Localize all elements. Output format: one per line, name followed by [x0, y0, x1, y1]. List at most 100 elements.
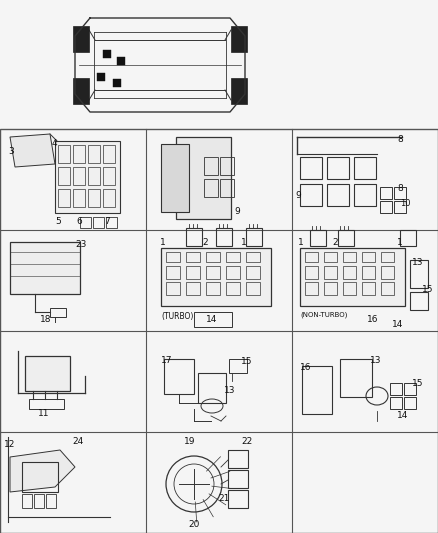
- Bar: [305, 266, 318, 279]
- Bar: [73, 78, 89, 104]
- Bar: [354, 184, 376, 206]
- Bar: [380, 201, 392, 213]
- Bar: [46, 494, 56, 508]
- Bar: [97, 73, 105, 81]
- Text: 8: 8: [397, 135, 403, 144]
- Text: 22: 22: [241, 437, 252, 446]
- Text: 12: 12: [4, 440, 15, 449]
- Bar: [226, 282, 240, 295]
- Bar: [226, 252, 240, 262]
- Bar: [88, 189, 100, 207]
- Bar: [324, 252, 337, 262]
- Bar: [58, 167, 70, 185]
- Text: 16: 16: [367, 315, 378, 324]
- Bar: [381, 266, 394, 279]
- Bar: [300, 248, 405, 306]
- Bar: [231, 78, 247, 104]
- Text: 21: 21: [218, 494, 230, 503]
- Text: 1: 1: [298, 238, 304, 247]
- Bar: [186, 228, 202, 246]
- Bar: [73, 145, 85, 163]
- Bar: [88, 145, 100, 163]
- Text: 9: 9: [295, 191, 301, 200]
- Bar: [305, 282, 318, 295]
- Bar: [354, 157, 376, 179]
- Bar: [390, 383, 402, 395]
- Text: 13: 13: [370, 356, 381, 365]
- Bar: [93, 217, 104, 228]
- Text: 8: 8: [397, 184, 403, 193]
- Bar: [338, 230, 354, 246]
- Bar: [117, 57, 125, 65]
- Bar: [164, 359, 194, 394]
- Bar: [246, 228, 262, 246]
- Bar: [166, 266, 180, 279]
- Bar: [410, 292, 428, 310]
- Bar: [113, 79, 121, 87]
- Text: (TURBO): (TURBO): [161, 312, 193, 321]
- Text: 2: 2: [332, 238, 338, 247]
- Text: 23: 23: [75, 240, 86, 249]
- Bar: [58, 189, 70, 207]
- Bar: [400, 230, 416, 246]
- Bar: [73, 26, 89, 52]
- Bar: [22, 494, 32, 508]
- Text: 6: 6: [76, 217, 82, 226]
- Bar: [0, 129, 438, 533]
- Text: 14: 14: [392, 320, 403, 329]
- Bar: [231, 26, 247, 52]
- Bar: [246, 252, 260, 262]
- Bar: [103, 167, 115, 185]
- Text: 14: 14: [397, 411, 408, 420]
- Bar: [410, 260, 428, 288]
- Text: 14: 14: [206, 315, 217, 324]
- Bar: [229, 359, 247, 373]
- Bar: [103, 189, 115, 207]
- Text: 9: 9: [234, 207, 240, 216]
- Text: 3: 3: [8, 147, 14, 156]
- Bar: [22, 462, 58, 492]
- Bar: [226, 266, 240, 279]
- Bar: [343, 252, 356, 262]
- Polygon shape: [10, 134, 55, 167]
- Text: (NON-TURBO): (NON-TURBO): [300, 312, 347, 319]
- Bar: [58, 145, 70, 163]
- Bar: [327, 157, 349, 179]
- Bar: [394, 201, 406, 213]
- Bar: [310, 230, 326, 246]
- Bar: [228, 450, 248, 468]
- Bar: [106, 217, 117, 228]
- Bar: [300, 157, 322, 179]
- Bar: [220, 179, 234, 197]
- Text: 7: 7: [104, 217, 110, 226]
- Bar: [166, 282, 180, 295]
- Text: 1: 1: [241, 238, 247, 247]
- Text: 15: 15: [241, 357, 252, 366]
- Bar: [324, 282, 337, 295]
- Bar: [34, 494, 44, 508]
- Text: 4: 4: [52, 139, 58, 148]
- Bar: [161, 144, 189, 212]
- Bar: [29, 399, 64, 409]
- Bar: [186, 252, 200, 262]
- Bar: [73, 189, 85, 207]
- Text: 10: 10: [400, 199, 410, 208]
- Bar: [228, 490, 248, 508]
- Bar: [404, 397, 416, 409]
- Bar: [246, 282, 260, 295]
- Bar: [404, 383, 416, 395]
- Bar: [362, 266, 375, 279]
- Text: 17: 17: [161, 356, 173, 365]
- Bar: [166, 252, 180, 262]
- Bar: [381, 282, 394, 295]
- Bar: [343, 282, 356, 295]
- Bar: [198, 373, 226, 403]
- Bar: [204, 179, 218, 197]
- Bar: [88, 167, 100, 185]
- Bar: [216, 228, 232, 246]
- Text: 24: 24: [72, 437, 83, 446]
- Bar: [300, 184, 322, 206]
- Bar: [186, 266, 200, 279]
- Bar: [362, 282, 375, 295]
- Text: 1: 1: [397, 238, 403, 247]
